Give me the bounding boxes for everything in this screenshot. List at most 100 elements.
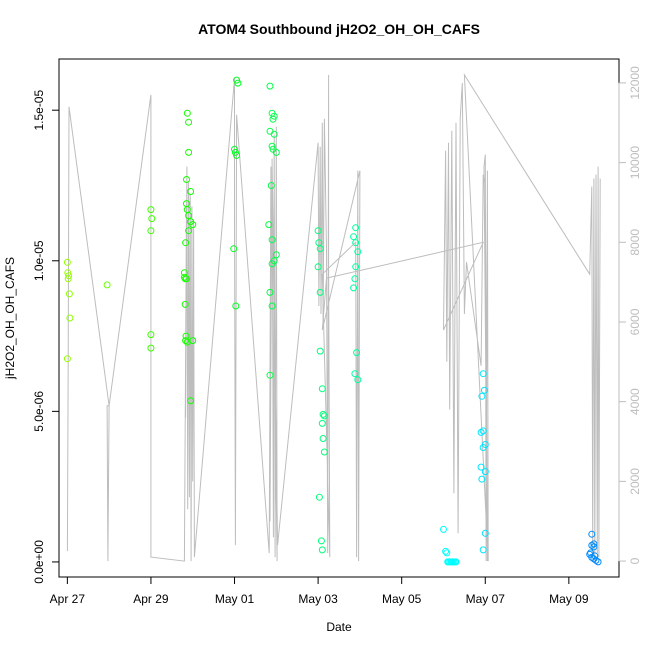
data-point xyxy=(147,344,155,352)
data-point xyxy=(478,475,486,483)
data-point xyxy=(480,386,488,394)
right-tick-label: 12000 xyxy=(628,66,642,100)
y-tick-label: 1.5e-05 xyxy=(32,90,46,131)
data-point xyxy=(232,302,240,310)
right-tick-label: 10000 xyxy=(628,146,642,180)
x-tick-label: May 01 xyxy=(215,592,255,606)
data-point xyxy=(147,331,155,339)
data-point xyxy=(63,355,71,363)
data-point xyxy=(354,376,362,384)
data-point xyxy=(592,556,600,564)
data-point xyxy=(315,493,323,501)
x-tick-label: Apr 29 xyxy=(133,592,169,606)
y-tick-label: 0.0e+00 xyxy=(32,540,46,584)
data-point xyxy=(65,290,73,298)
y-tick-label: 5.0e-06 xyxy=(32,391,46,432)
data-point xyxy=(148,215,156,223)
data-point xyxy=(268,260,276,268)
data-point xyxy=(316,245,324,253)
right-tick-label: 0 xyxy=(628,557,642,564)
data-point xyxy=(234,79,242,87)
data-point xyxy=(588,530,596,538)
data-point xyxy=(452,558,460,566)
data-point xyxy=(187,397,195,405)
data-point xyxy=(266,371,274,379)
data-point xyxy=(350,284,358,292)
x-tick-label: May 03 xyxy=(298,592,338,606)
data-point xyxy=(319,410,327,418)
data-point xyxy=(319,435,327,442)
data-point xyxy=(183,109,191,117)
right-tick-label: 4000 xyxy=(628,388,642,415)
data-point xyxy=(477,428,485,436)
data-point xyxy=(183,275,190,283)
data-point xyxy=(187,188,195,195)
right-tick-label: 6000 xyxy=(628,308,642,335)
data-point xyxy=(231,145,238,153)
data-point xyxy=(443,549,451,557)
altitude-line xyxy=(66,73,601,562)
x-tick-label: May 09 xyxy=(549,592,589,606)
data-point xyxy=(189,337,197,345)
data-point xyxy=(63,258,71,266)
plot-frame xyxy=(58,58,620,578)
data-point xyxy=(353,349,361,357)
data-point xyxy=(182,337,190,345)
data-point xyxy=(266,288,274,296)
data-point xyxy=(185,118,193,126)
y-axis: 0.0e+00 5.0e-06 1.0e-05 1.5e-05 xyxy=(32,90,60,584)
data-point xyxy=(478,392,486,400)
right-tick-label: 2000 xyxy=(628,468,642,495)
data-point xyxy=(591,552,599,560)
data-point xyxy=(266,127,274,135)
data-point xyxy=(268,302,276,310)
data-point xyxy=(590,540,598,548)
data-point xyxy=(147,227,155,235)
data-point xyxy=(265,221,273,229)
data-point xyxy=(180,273,188,281)
data-point xyxy=(268,236,276,244)
data-point xyxy=(272,251,280,259)
data-point xyxy=(267,182,275,189)
data-point xyxy=(272,148,280,156)
data-point xyxy=(352,263,360,271)
data-point xyxy=(318,546,326,554)
data-point xyxy=(354,248,362,256)
x-tick-label: Apr 27 xyxy=(50,592,86,606)
right-tick-label: 8000 xyxy=(628,229,642,256)
data-point xyxy=(588,541,596,549)
x-axis: Apr 27 Apr 29 May 01 May 03 May 05 May 07 May … xyxy=(50,576,589,606)
data-point xyxy=(185,148,193,156)
y-tick-label: 1.0e-05 xyxy=(32,240,46,281)
data-point xyxy=(442,547,450,555)
data-point xyxy=(317,537,325,545)
data-point xyxy=(590,543,598,551)
data-point xyxy=(318,419,326,427)
data-point xyxy=(268,142,276,150)
data-point xyxy=(233,151,241,159)
right-axis: 0 2000 4000 6000 8000 10000 12000 xyxy=(618,66,642,564)
data-point xyxy=(266,82,274,90)
data-point xyxy=(314,227,322,235)
y-axis-label: jH2O2_OH_OH_CAFS xyxy=(3,257,17,380)
data-point xyxy=(320,448,328,456)
data-point xyxy=(270,130,278,138)
altitude-line-layer xyxy=(66,73,601,562)
data-point xyxy=(594,558,602,566)
x-tick-label: May 05 xyxy=(382,592,422,606)
data-point xyxy=(316,347,324,355)
data-point xyxy=(269,115,277,123)
data-point xyxy=(440,525,447,533)
data-point xyxy=(477,463,485,471)
data-point xyxy=(481,529,489,537)
data-point xyxy=(230,245,238,253)
data-point xyxy=(479,546,487,554)
data-point xyxy=(65,272,73,280)
data-point xyxy=(352,239,360,247)
data-point xyxy=(183,176,190,183)
data-point xyxy=(103,281,111,289)
x-tick-label: May 07 xyxy=(466,592,506,606)
data-point xyxy=(316,288,324,296)
data-point xyxy=(479,370,487,378)
